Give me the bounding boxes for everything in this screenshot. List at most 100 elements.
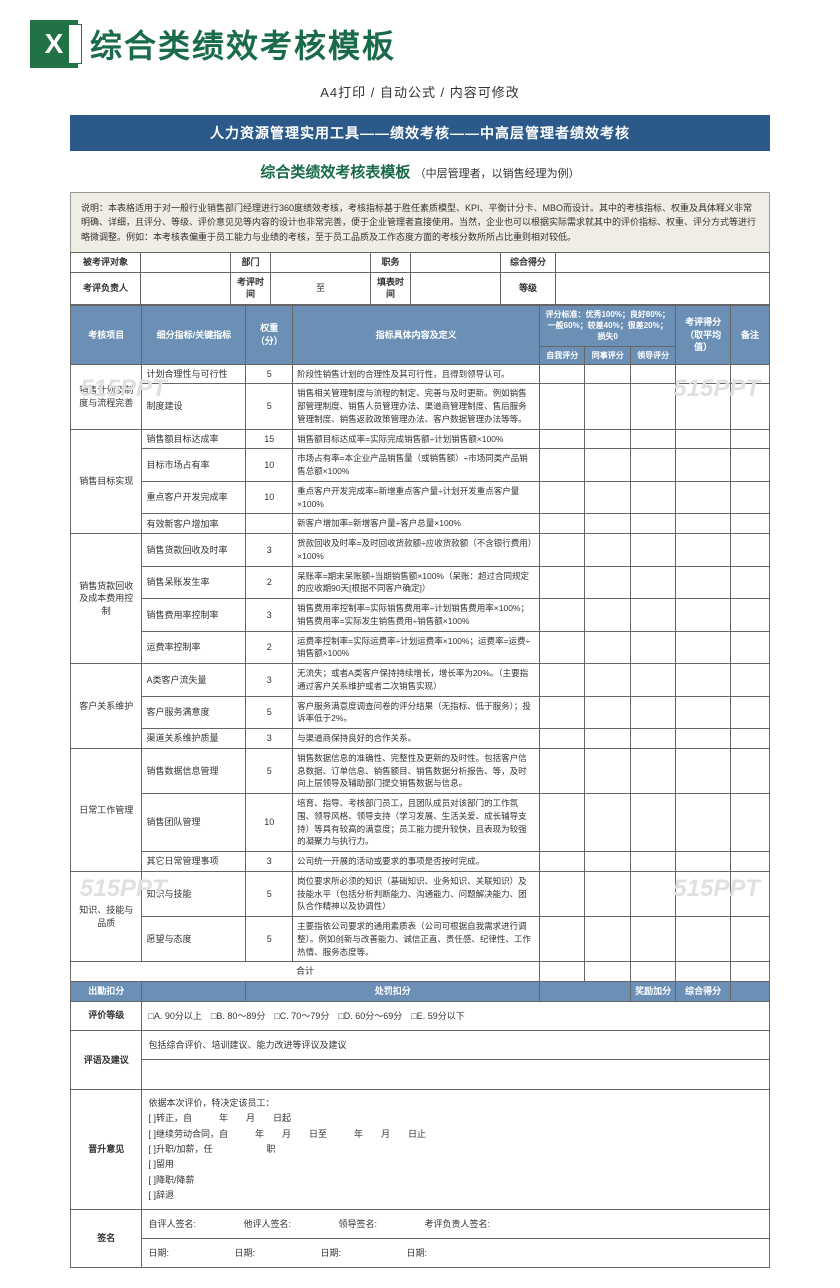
- score-cell[interactable]: [630, 852, 675, 872]
- meta-grade-val[interactable]: [556, 272, 770, 304]
- score-cell[interactable]: [676, 852, 731, 872]
- score-cell[interactable]: [630, 481, 675, 514]
- score-cell[interactable]: [630, 384, 675, 429]
- score-cell[interactable]: [676, 429, 731, 449]
- score-cell[interactable]: [630, 534, 675, 567]
- score-cell[interactable]: [730, 449, 769, 482]
- score-cell[interactable]: [630, 631, 675, 664]
- score-cell[interactable]: [630, 664, 675, 697]
- score-cell[interactable]: [630, 748, 675, 793]
- score-cell[interactable]: [730, 566, 769, 599]
- score-cell[interactable]: [730, 729, 769, 749]
- score-cell[interactable]: [585, 696, 630, 729]
- score-cell[interactable]: [730, 514, 769, 534]
- score-cell[interactable]: [730, 384, 769, 429]
- sum-self[interactable]: [540, 962, 585, 982]
- score-cell[interactable]: [676, 748, 731, 793]
- score-cell[interactable]: [730, 748, 769, 793]
- score-cell[interactable]: [730, 871, 769, 916]
- score-cell[interactable]: [585, 631, 630, 664]
- score-cell[interactable]: [730, 664, 769, 697]
- score-cell[interactable]: [676, 364, 731, 384]
- score-cell[interactable]: [540, 449, 585, 482]
- score-cell[interactable]: [676, 384, 731, 429]
- score-cell[interactable]: [540, 481, 585, 514]
- sum-note[interactable]: [730, 962, 769, 982]
- score-cell[interactable]: [585, 481, 630, 514]
- meta-dept-val[interactable]: [271, 253, 371, 273]
- score-cell[interactable]: [540, 384, 585, 429]
- score-cell[interactable]: [676, 566, 731, 599]
- score-cell[interactable]: [630, 729, 675, 749]
- score-cell[interactable]: [630, 871, 675, 916]
- score-cell[interactable]: [585, 566, 630, 599]
- advice-val[interactable]: [142, 1060, 770, 1090]
- sum-final[interactable]: [676, 962, 731, 982]
- sign-row[interactable]: 自评人签名: 他评人签名: 领导签名: 考评负责人签名:: [142, 1210, 770, 1239]
- date-row[interactable]: 日期: 日期: 日期: 日期:: [142, 1239, 770, 1268]
- score-cell[interactable]: [676, 871, 731, 916]
- score-cell[interactable]: [540, 917, 585, 962]
- meta-total-val[interactable]: [556, 253, 770, 273]
- score-cell[interactable]: [630, 449, 675, 482]
- score-cell[interactable]: [730, 631, 769, 664]
- score-cell[interactable]: [540, 852, 585, 872]
- score-cell[interactable]: [585, 664, 630, 697]
- score-cell[interactable]: [540, 429, 585, 449]
- score-cell[interactable]: [540, 566, 585, 599]
- score-cell[interactable]: [676, 481, 731, 514]
- score-cell[interactable]: [540, 631, 585, 664]
- score-cell[interactable]: [540, 514, 585, 534]
- score-cell[interactable]: [540, 599, 585, 632]
- score-cell[interactable]: [730, 794, 769, 852]
- score-cell[interactable]: [585, 599, 630, 632]
- score-cell[interactable]: [630, 696, 675, 729]
- score-cell[interactable]: [585, 729, 630, 749]
- score-cell[interactable]: [630, 429, 675, 449]
- meta-job-val[interactable]: [411, 253, 501, 273]
- score-cell[interactable]: [730, 481, 769, 514]
- meta-fill-val[interactable]: [411, 272, 501, 304]
- score-cell[interactable]: [730, 364, 769, 384]
- score-cell[interactable]: [676, 794, 731, 852]
- meta-owner-val[interactable]: [141, 272, 231, 304]
- score-cell[interactable]: [585, 748, 630, 793]
- score-cell[interactable]: [540, 729, 585, 749]
- score-cell[interactable]: [540, 364, 585, 384]
- score-cell[interactable]: [585, 364, 630, 384]
- score-cell[interactable]: [585, 429, 630, 449]
- sum-peer[interactable]: [585, 962, 630, 982]
- score-cell[interactable]: [630, 599, 675, 632]
- score-cell[interactable]: [540, 871, 585, 916]
- score-cell[interactable]: [676, 917, 731, 962]
- meta-target-val[interactable]: [141, 253, 231, 273]
- score-cell[interactable]: [630, 514, 675, 534]
- score-cell[interactable]: [585, 871, 630, 916]
- score-cell[interactable]: [585, 534, 630, 567]
- score-cell[interactable]: [676, 534, 731, 567]
- score-cell[interactable]: [730, 599, 769, 632]
- score-cell[interactable]: [676, 514, 731, 534]
- score-cell[interactable]: [730, 852, 769, 872]
- score-cell[interactable]: [730, 917, 769, 962]
- score-cell[interactable]: [630, 566, 675, 599]
- score-cell[interactable]: [585, 852, 630, 872]
- score-cell[interactable]: [676, 664, 731, 697]
- grade-opts[interactable]: □A. 90分以上 □B. 80～89分 □C. 70～79分 □D. 60分～…: [142, 1001, 770, 1030]
- score-cell[interactable]: [585, 449, 630, 482]
- score-cell[interactable]: [676, 449, 731, 482]
- score-cell[interactable]: [676, 729, 731, 749]
- score-cell[interactable]: [540, 748, 585, 793]
- score-cell[interactable]: [540, 664, 585, 697]
- score-cell[interactable]: [585, 794, 630, 852]
- score-cell[interactable]: [730, 429, 769, 449]
- score-cell[interactable]: [630, 794, 675, 852]
- promo-body[interactable]: 依据本次评价，特决定该员工： [ ]转正，自 年 月 日起 [ ]继续劳动合同，…: [142, 1090, 770, 1210]
- score-cell[interactable]: [540, 534, 585, 567]
- score-cell[interactable]: [730, 696, 769, 729]
- score-cell[interactable]: [676, 631, 731, 664]
- score-cell[interactable]: [630, 364, 675, 384]
- score-cell[interactable]: [730, 534, 769, 567]
- score-cell[interactable]: [630, 917, 675, 962]
- sum-lead[interactable]: [630, 962, 675, 982]
